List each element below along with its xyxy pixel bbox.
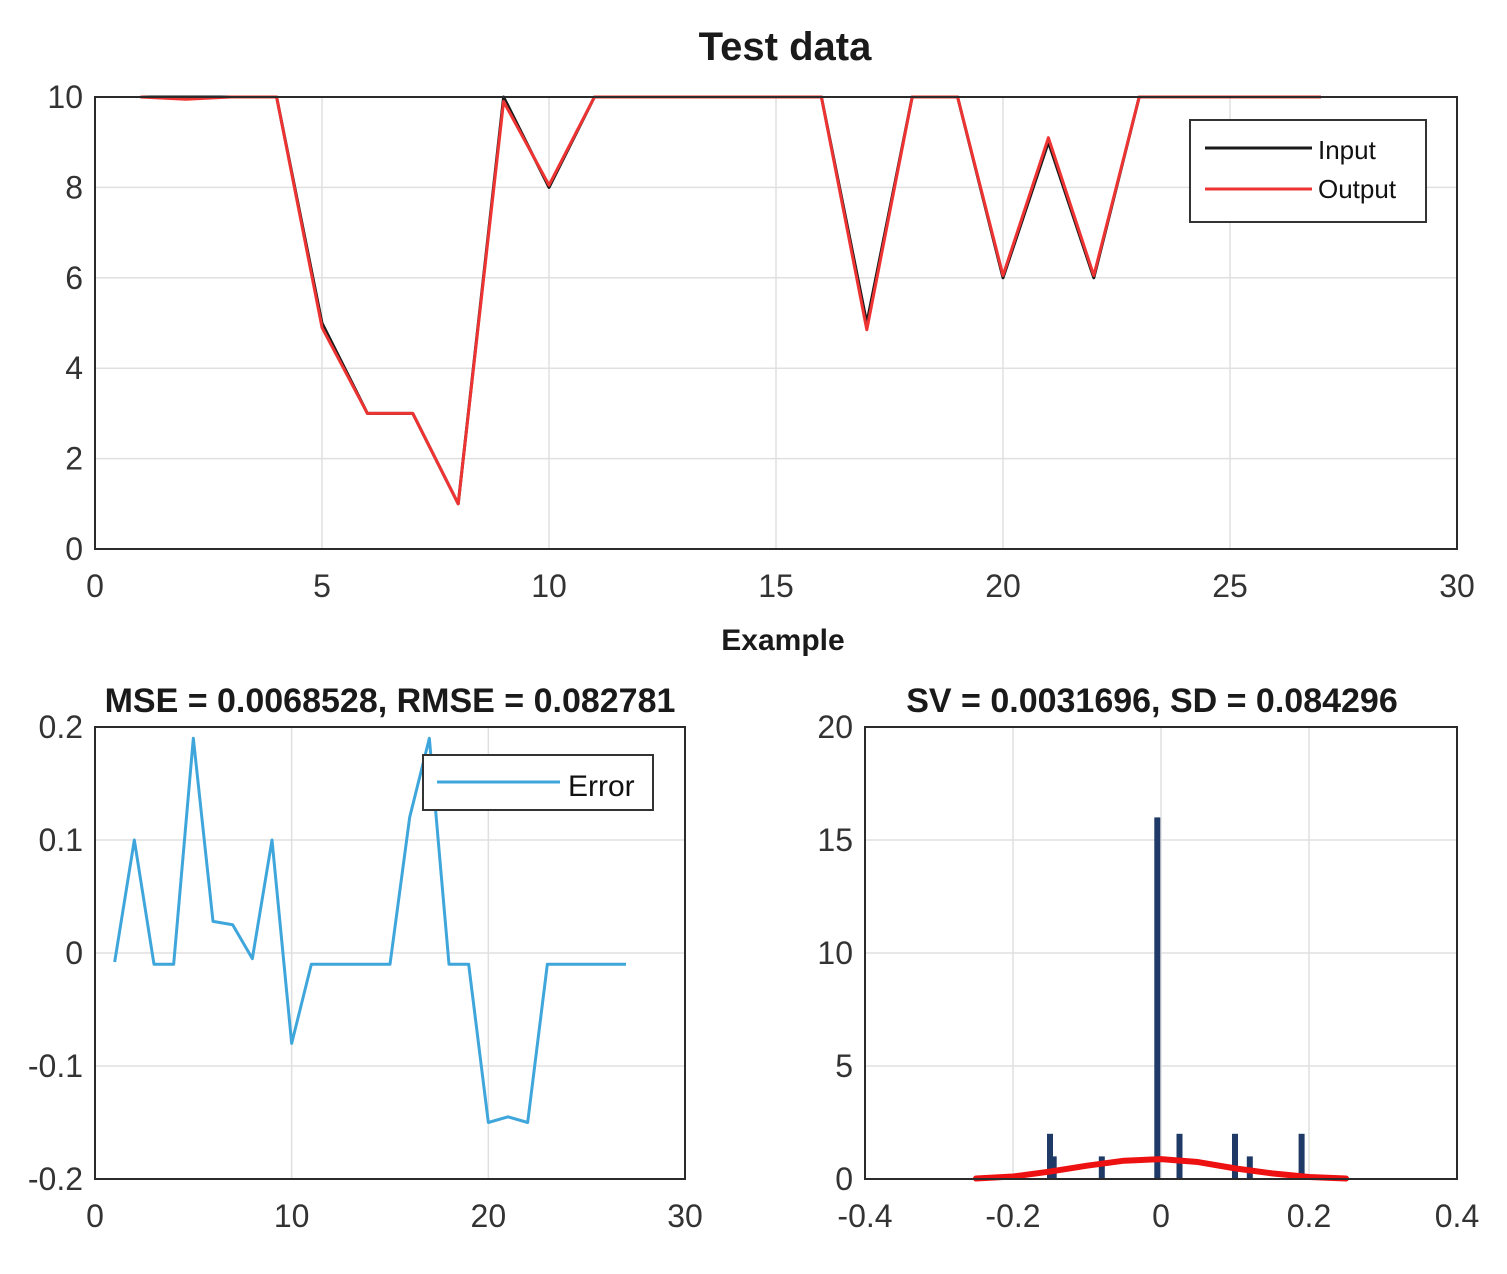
x-tick-label: 20 xyxy=(985,568,1021,604)
legend-label-input: Input xyxy=(1318,135,1377,165)
y-tick-label: 0.2 xyxy=(39,709,83,745)
error-plot-frame xyxy=(94,726,686,1180)
normal-fit-curve xyxy=(973,1156,1349,1182)
histogram-chart-title: SV = 0.0031696, SD = 0.084296 xyxy=(906,682,1398,720)
y-tick-label: 2 xyxy=(65,441,83,477)
x-tick-label: 20 xyxy=(471,1198,507,1234)
y-tick-label: 5 xyxy=(835,1048,853,1084)
histogram-bar xyxy=(1050,1156,1057,1179)
legend-label-error: Error xyxy=(568,770,635,803)
histogram-bar xyxy=(1154,817,1161,1179)
histogram-bar xyxy=(1232,1133,1238,1179)
error-chart: MSE = 0.0068528, RMSE = 0.082781 0 10 20 30… xyxy=(28,682,703,1234)
y-tick-label: 6 xyxy=(65,260,83,296)
x-tick-label: 10 xyxy=(531,568,567,604)
histogram-bar xyxy=(1047,1133,1053,1179)
x-axis-label: Example xyxy=(721,624,844,657)
histogram-bar xyxy=(1298,1133,1305,1179)
series-line-output xyxy=(140,95,1321,506)
legend: Input Output xyxy=(1189,119,1427,223)
y-tick-label: 0.1 xyxy=(39,822,83,858)
y-tick-label: 10 xyxy=(817,935,853,971)
y-tick-label: 0 xyxy=(65,935,83,971)
y-tick-label: 10 xyxy=(47,79,83,115)
y-tick-label: -0.1 xyxy=(28,1048,83,1084)
legend-label-output: Output xyxy=(1318,174,1397,204)
x-tick-label: 30 xyxy=(1439,568,1475,604)
x-tick-label: 0 xyxy=(1152,1198,1170,1234)
y-tick-label: 0 xyxy=(835,1161,853,1197)
chart-title: Test data xyxy=(699,25,872,69)
x-tick-label: 0 xyxy=(86,568,104,604)
x-tick-label: 5 xyxy=(313,568,331,604)
x-tick-label: 15 xyxy=(758,568,794,604)
y-tick-label: 0 xyxy=(65,531,83,567)
histogram-bar xyxy=(1098,1156,1105,1179)
x-tick-label: 25 xyxy=(1212,568,1248,604)
test-data-chart: Test data 0 5 10 15 20 25 30 0 2 4 6 8 10 Example In… xyxy=(47,25,1474,657)
y-tick-label: 20 xyxy=(817,709,853,745)
x-tick-label: 0.4 xyxy=(1435,1198,1479,1234)
x-tick-label: 0.2 xyxy=(1287,1198,1331,1234)
y-tick-label: -0.2 xyxy=(28,1161,83,1197)
x-tick-label: 10 xyxy=(274,1198,310,1234)
x-tick-label: -0.4 xyxy=(837,1198,892,1234)
x-tick-label: 0 xyxy=(86,1198,104,1234)
y-tick-label: 4 xyxy=(65,350,83,386)
x-tick-label: -0.2 xyxy=(985,1198,1040,1234)
histogram-plot-frame xyxy=(864,726,1458,1180)
series-line-error xyxy=(113,736,626,1124)
plot-frame xyxy=(94,96,1458,550)
y-tick-label: 15 xyxy=(817,822,853,858)
histogram-chart: SV = 0.0031696, SD = 0.084296 -0.4 -0.2 0 0… xyxy=(817,682,1479,1234)
error-legend: Error xyxy=(422,754,654,811)
x-tick-label: 30 xyxy=(667,1198,703,1234)
error-chart-title: MSE = 0.0068528, RMSE = 0.082781 xyxy=(105,682,676,720)
histogram-bar xyxy=(1176,1133,1183,1179)
y-tick-label: 8 xyxy=(65,169,83,205)
